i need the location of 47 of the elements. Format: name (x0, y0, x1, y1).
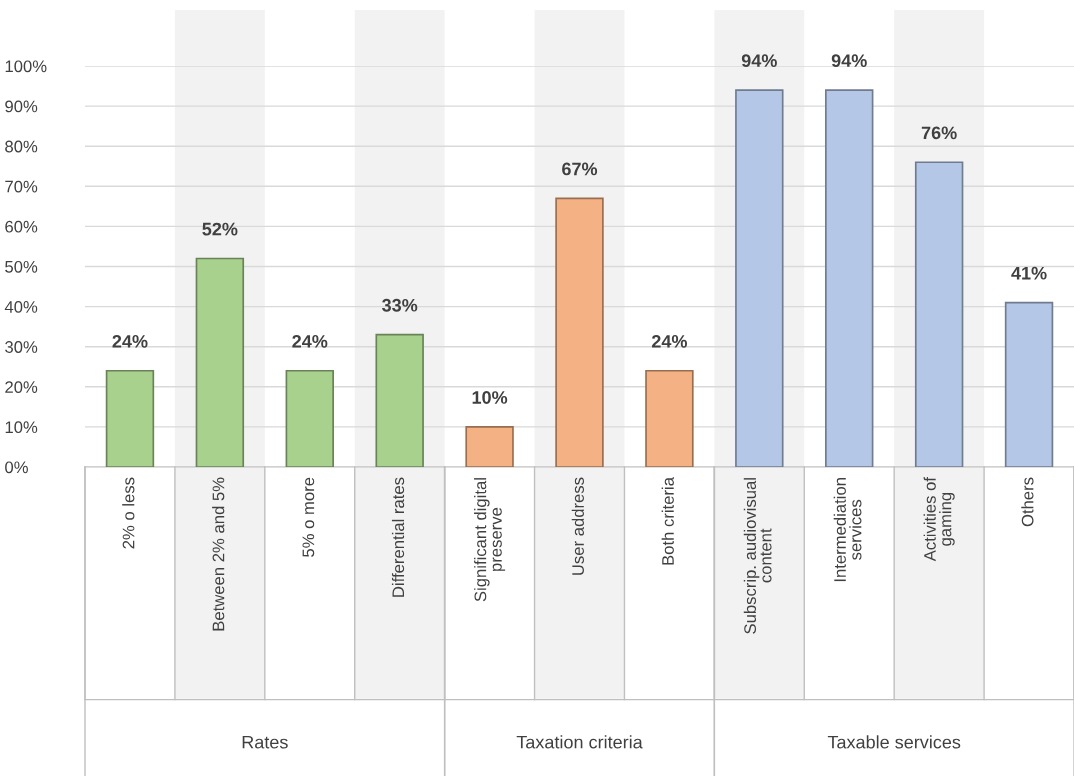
bar (375, 333, 424, 467)
x-tick-label: User address (571, 477, 584, 575)
data-label: 10% (472, 391, 508, 404)
x-tick-label: Differential rates (391, 477, 405, 597)
y-tick-label: 0% (5, 461, 28, 474)
x-tick-label: Intermediation services (833, 478, 862, 582)
y-tick-label: 50% (5, 260, 38, 273)
data-label: 33% (382, 298, 418, 312)
x-tick-label: Both criteria (661, 477, 674, 565)
bar (914, 161, 964, 467)
bar (195, 257, 245, 467)
y-tick-label: 70% (5, 180, 38, 193)
y-tick-label: 40% (4, 301, 38, 313)
y-tick-label: 80% (5, 140, 38, 153)
text: Taxable services (827, 735, 961, 749)
data-label: 41% (1011, 266, 1047, 280)
bar (645, 369, 694, 467)
bar (825, 89, 874, 467)
y-tick-label: 20% (5, 381, 38, 393)
y-tick-label: 10% (5, 421, 38, 434)
bar (1004, 301, 1054, 467)
x-tick-label: 5% o more (302, 477, 315, 557)
x-tick-label: Subscrip. audiovisual content (743, 478, 772, 634)
bar (735, 89, 784, 467)
x-tick-label: Activities of gaming (923, 477, 955, 562)
bar (105, 369, 155, 467)
bar (555, 197, 604, 467)
bar (285, 369, 334, 467)
data-label: 24% (112, 334, 148, 348)
data-label: 94% (741, 54, 777, 68)
bar (465, 426, 514, 467)
data-label: 76% (921, 126, 957, 140)
data-label: 24% (292, 334, 328, 348)
y-tick-label: 100% (5, 60, 47, 73)
y-tick-label: 60% (5, 220, 38, 233)
x-tick-label: Others (1021, 477, 1034, 527)
y-tick-label: 90% (5, 100, 38, 113)
text: Taxation criteria (516, 735, 643, 749)
x-tick-label: Significant digital preserve (474, 478, 506, 602)
text: Rates (242, 735, 288, 749)
x-tick-label: 2% o less (122, 477, 135, 549)
data-label: 52% (202, 222, 238, 236)
y-tick-label: 30% (5, 341, 38, 353)
data-label: 67% (562, 162, 598, 176)
data-label: 24% (651, 334, 687, 348)
data-label: 94% (831, 54, 867, 68)
x-tick-label: Between 2% and 5% (212, 477, 225, 631)
